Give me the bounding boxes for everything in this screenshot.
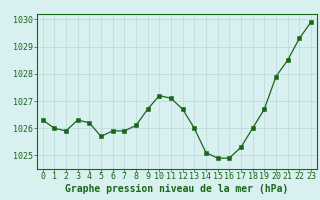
X-axis label: Graphe pression niveau de la mer (hPa): Graphe pression niveau de la mer (hPa) — [65, 184, 288, 194]
